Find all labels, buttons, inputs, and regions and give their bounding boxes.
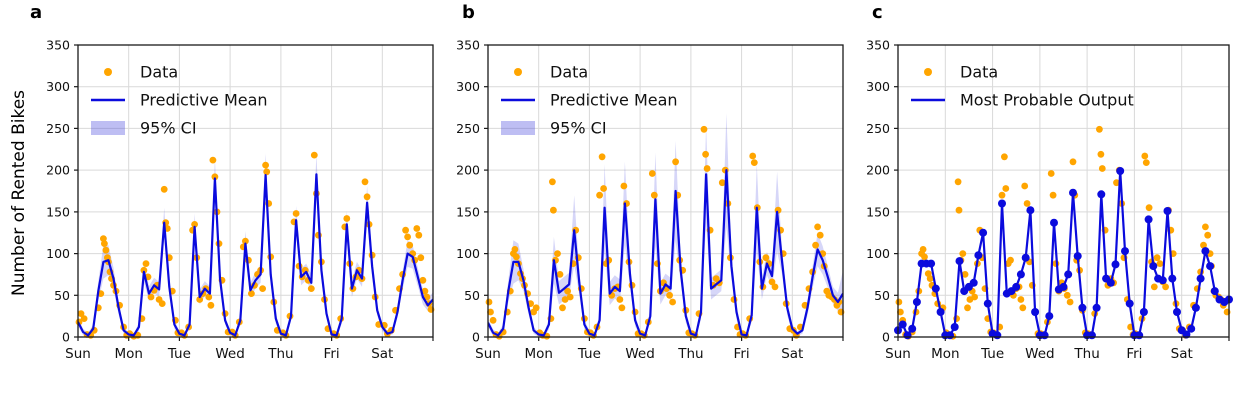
prediction-line (488, 169, 843, 337)
plot-border (897, 44, 1230, 338)
y-tick-label: 150 (866, 204, 890, 219)
legend-label: Data (960, 63, 998, 82)
y-tick-label: 200 (866, 163, 890, 178)
panel-a-label: a (30, 2, 43, 23)
axis-ticks-and-labels: 0 50 100 150 200 250 300 350 Sun Mon Tue Wed Thu Fri S… (456, 38, 844, 362)
x-tick-label: Sat (781, 346, 803, 362)
x-tick-label: Sun (65, 346, 91, 362)
y-tick-label: 50 (54, 288, 70, 303)
legend-marker-icon (924, 68, 932, 76)
legend-marker-icon (514, 68, 522, 76)
x-tick-label: Fri (734, 346, 750, 362)
x-tick-label: Mon (931, 346, 959, 362)
y-tick-label: 250 (456, 121, 480, 136)
plot-border (77, 44, 434, 338)
legend: Data Most Probable Output (911, 63, 1134, 110)
x-tick-label: Mon (114, 346, 142, 362)
panel-b-label: b (462, 2, 475, 23)
x-tick-label: Tue (167, 346, 191, 362)
y-tick-label: 0 (882, 330, 890, 345)
y-tick-label: 300 (456, 79, 480, 94)
x-tick-label: Sun (475, 346, 501, 362)
legend: Data Predictive Mean 95% CI (501, 63, 678, 138)
y-tick-label: 200 (46, 163, 70, 178)
x-tick-label: Fri (324, 346, 340, 362)
x-tick-label: Wed (1025, 346, 1054, 362)
x-tick-label: Tue (577, 346, 601, 362)
y-tick-label: 350 (866, 38, 890, 53)
y-tick-label: 300 (866, 79, 890, 94)
grid-lines (488, 45, 843, 337)
legend-label: 95% CI (140, 119, 197, 138)
x-tick-label: Wed (625, 346, 654, 362)
legend-label: Most Probable Output (960, 91, 1134, 110)
legend-label: Data (140, 63, 178, 82)
x-tick-label: Thu (677, 346, 703, 362)
y-tick-label: 0 (472, 330, 480, 345)
legend-label: Data (550, 63, 588, 82)
x-tick-label: Thu (1073, 346, 1099, 362)
legend-label: 95% CI (550, 119, 607, 138)
x-tick-label: Sat (371, 346, 393, 362)
y-tick-label: 250 (866, 121, 890, 136)
prediction-line (78, 173, 433, 337)
y-tick-label: 350 (46, 38, 70, 53)
legend-marker-icon (104, 68, 112, 76)
x-tick-label: Sun (885, 346, 911, 362)
legend-label: Predictive Mean (550, 91, 678, 110)
y-tick-label: 150 (456, 204, 480, 219)
x-tick-label: Sat (1171, 346, 1193, 362)
y-tick-label: 50 (464, 288, 480, 303)
x-tick-label: Thu (267, 346, 293, 362)
grid-lines (898, 45, 1229, 337)
legend-band-icon (91, 121, 125, 135)
y-tick-label: 100 (866, 246, 890, 261)
axis-ticks-and-labels: 0 50 100 150 200 250 300 350 Sun Mon Tue Wed Thu Fri S… (866, 38, 1230, 362)
y-tick-label: 0 (62, 330, 70, 345)
plot-border (487, 44, 844, 338)
y-tick-label: 350 (456, 38, 480, 53)
legend-label: Predictive Mean (140, 91, 268, 110)
legend: Data Predictive Mean 95% CI (91, 63, 268, 138)
line-markers (894, 167, 1233, 340)
x-tick-label: Fri (1126, 346, 1142, 362)
axis-ticks-and-labels: 0 50 100 150 200 250 300 350 Sun Mon Tue Wed Thu Fri S… (46, 38, 434, 362)
x-tick-label: Tue (980, 346, 1004, 362)
legend-band-icon (501, 121, 535, 135)
y-tick-label: 200 (456, 163, 480, 178)
y-tick-label: 300 (46, 79, 70, 94)
x-tick-label: Mon (524, 346, 552, 362)
y-tick-label: 150 (46, 204, 70, 219)
y-tick-label: 100 (46, 246, 70, 261)
x-tick-label: Wed (215, 346, 244, 362)
y-tick-label: 50 (874, 288, 890, 303)
y-tick-label: 100 (456, 246, 480, 261)
y-tick-label: 250 (46, 121, 70, 136)
panel-c-label: c (872, 2, 883, 23)
